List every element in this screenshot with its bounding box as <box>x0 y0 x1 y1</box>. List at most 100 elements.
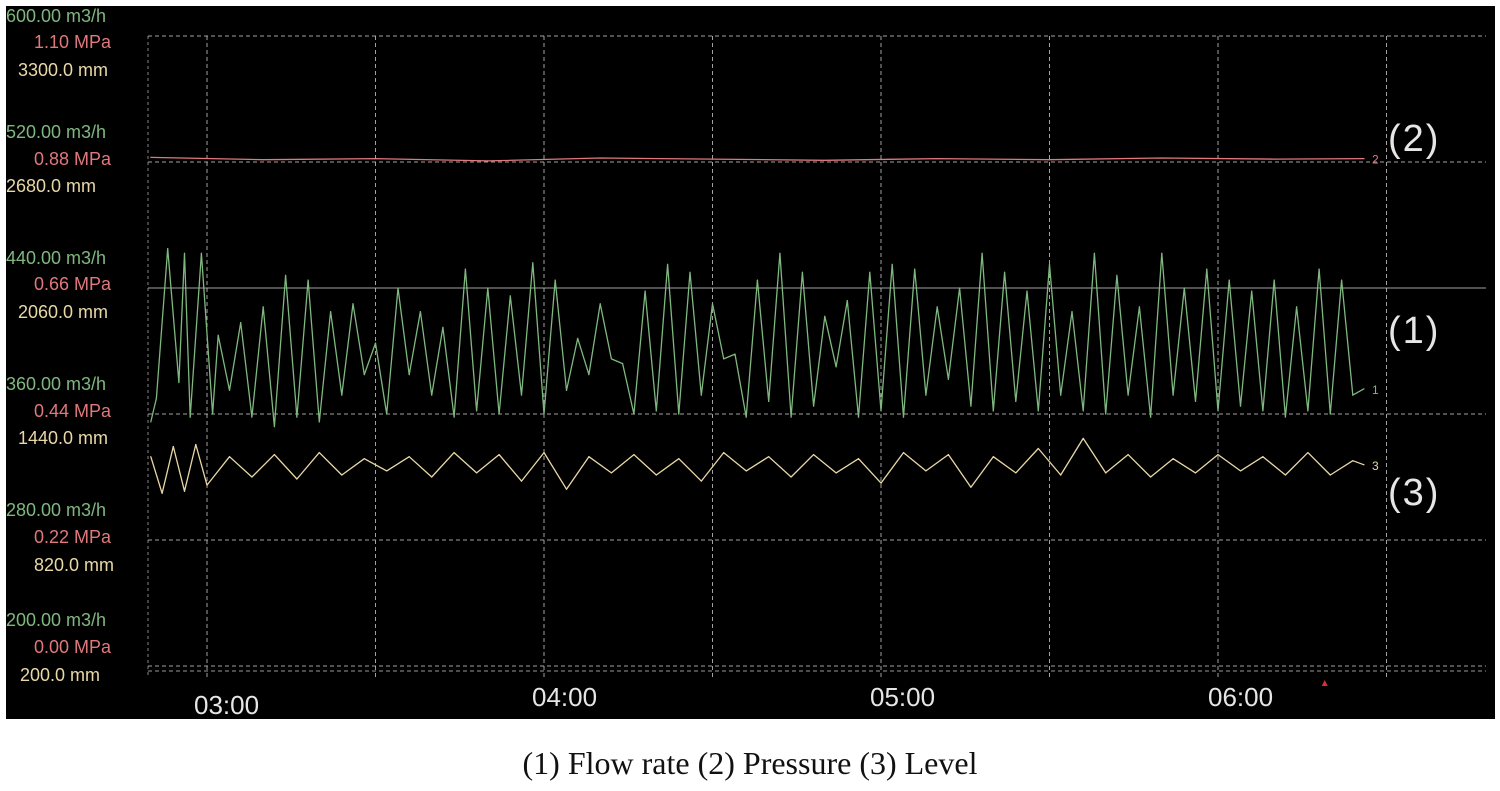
point-level-4 <box>195 443 197 446</box>
point-pressure-8 <box>1048 159 1051 161</box>
point-level-19 <box>520 480 523 482</box>
point-flow-0 <box>150 421 152 423</box>
point-flow-66 <box>869 271 871 273</box>
curve-label-pressure: (2) <box>1388 118 1441 160</box>
point-level-52 <box>1262 456 1264 458</box>
point-level-51 <box>1239 470 1242 472</box>
point-flow-72 <box>936 306 938 308</box>
point-flow-91 <box>1150 416 1152 418</box>
point-level-45 <box>1105 472 1107 474</box>
point-flow-28 <box>442 326 444 328</box>
y-label-pressure-0.00: 0.00 MPa <box>34 637 112 657</box>
point-flow-107 <box>1329 413 1331 415</box>
y-label-level-2680: 2680.0 mm <box>6 176 97 196</box>
series-line-pressure <box>150 156 1365 162</box>
point-pressure-10 <box>1273 158 1275 160</box>
point-flow-48 <box>667 263 669 265</box>
point-flow-52 <box>711 303 714 305</box>
y-label-flow-200: 200.00 m3/h <box>6 610 107 630</box>
point-pressure-9 <box>1161 157 1163 159</box>
point-level-21 <box>565 488 568 490</box>
y-label-flow-440: 440.00 m3/h <box>6 248 107 268</box>
point-flow-22 <box>374 342 377 344</box>
point-flow-14 <box>285 274 287 276</box>
point-flow-55 <box>745 416 747 418</box>
point-flow-95 <box>1194 400 1197 402</box>
point-level-42 <box>1037 447 1039 450</box>
time-cursor-marker <box>1321 680 1328 686</box>
point-flow-25 <box>408 374 410 376</box>
point-level-39 <box>970 486 972 488</box>
point-flow-26 <box>419 311 421 313</box>
point-flow-20 <box>352 303 354 305</box>
point-level-48 <box>1172 458 1174 460</box>
point-flow-96 <box>1206 268 1208 270</box>
point-flow-16 <box>307 279 309 281</box>
point-flow-86 <box>1093 252 1095 254</box>
point-pressure-11 <box>1363 158 1365 160</box>
point-flow-36 <box>532 262 534 264</box>
point-level-14 <box>408 456 410 458</box>
point-flow-15 <box>296 416 298 418</box>
point-flow-9 <box>228 389 231 391</box>
point-flow-90 <box>1138 306 1140 308</box>
series-line-level <box>150 437 1365 494</box>
point-level-20 <box>543 452 545 454</box>
point-flow-37 <box>543 413 545 415</box>
point-flow-12 <box>262 306 264 308</box>
point-flow-47 <box>655 410 657 412</box>
point-flow-38 <box>554 279 556 281</box>
point-pressure-5 <box>711 158 714 160</box>
point-flow-33 <box>498 413 500 415</box>
point-flow-87 <box>1105 413 1107 415</box>
point-flow-104 <box>1296 306 1298 308</box>
point-flow-103 <box>1284 416 1286 418</box>
y-label-level-820: 820.0 mm <box>34 555 115 575</box>
point-level-54 <box>1307 452 1309 454</box>
point-flow-61 <box>813 405 815 407</box>
point-level-34 <box>857 458 860 460</box>
point-flow-57 <box>768 400 770 402</box>
point-flow-73 <box>947 378 950 380</box>
y-label-pressure-1.10: 1.10 MPa <box>34 32 112 52</box>
point-flow-65 <box>857 416 860 418</box>
point-flow-109 <box>1352 394 1354 396</box>
point-level-8 <box>273 454 275 456</box>
point-level-40 <box>992 456 994 458</box>
point-flow-58 <box>779 252 781 254</box>
y-label-level-200: 200.0 mm <box>20 665 101 685</box>
point-flow-41 <box>588 374 590 376</box>
point-flow-85 <box>1082 410 1084 412</box>
point-flow-44 <box>622 363 624 365</box>
point-flow-45 <box>633 413 635 415</box>
point-level-33 <box>835 472 837 474</box>
point-flow-82 <box>1048 263 1051 265</box>
point-level-12 <box>363 458 365 460</box>
point-level-24 <box>633 454 635 456</box>
point-level-46 <box>1127 454 1129 456</box>
point-flow-34 <box>509 295 511 297</box>
series-marker-pressure: 2 <box>1372 153 1379 167</box>
point-flow-84 <box>1071 311 1073 313</box>
point-flow-89 <box>1127 394 1129 396</box>
x-tick-0500: 05:00 <box>870 682 936 712</box>
point-level-29 <box>745 470 747 472</box>
point-flow-80 <box>1026 290 1028 292</box>
point-flow-93 <box>1172 394 1174 396</box>
point-flow-105 <box>1307 410 1309 412</box>
point-flow-21 <box>363 374 365 376</box>
point-level-49 <box>1194 472 1197 474</box>
point-flow-108 <box>1341 279 1343 281</box>
point-level-31 <box>790 476 792 478</box>
point-flow-1 <box>155 397 157 399</box>
point-flow-68 <box>891 263 893 265</box>
point-flow-5 <box>189 416 191 418</box>
point-flow-83 <box>1060 394 1062 396</box>
y-label-flow-360: 360.00 m3/h <box>6 374 107 394</box>
figure-caption: (1) Flow rate (2) Pressure (3) Level <box>522 745 978 781</box>
point-flow-88 <box>1116 274 1118 276</box>
point-flow-97 <box>1217 410 1219 412</box>
point-level-55 <box>1329 474 1331 476</box>
point-flow-19 <box>341 394 343 396</box>
point-level-11 <box>341 474 343 476</box>
